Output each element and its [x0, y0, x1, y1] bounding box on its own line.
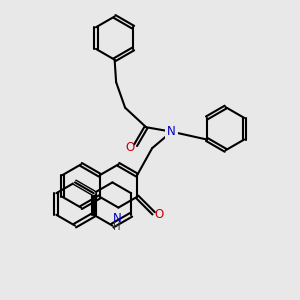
Text: N: N: [112, 212, 121, 225]
Text: H: H: [113, 221, 121, 232]
Text: O: O: [126, 141, 135, 154]
Text: N: N: [167, 125, 176, 138]
Text: O: O: [154, 208, 164, 221]
